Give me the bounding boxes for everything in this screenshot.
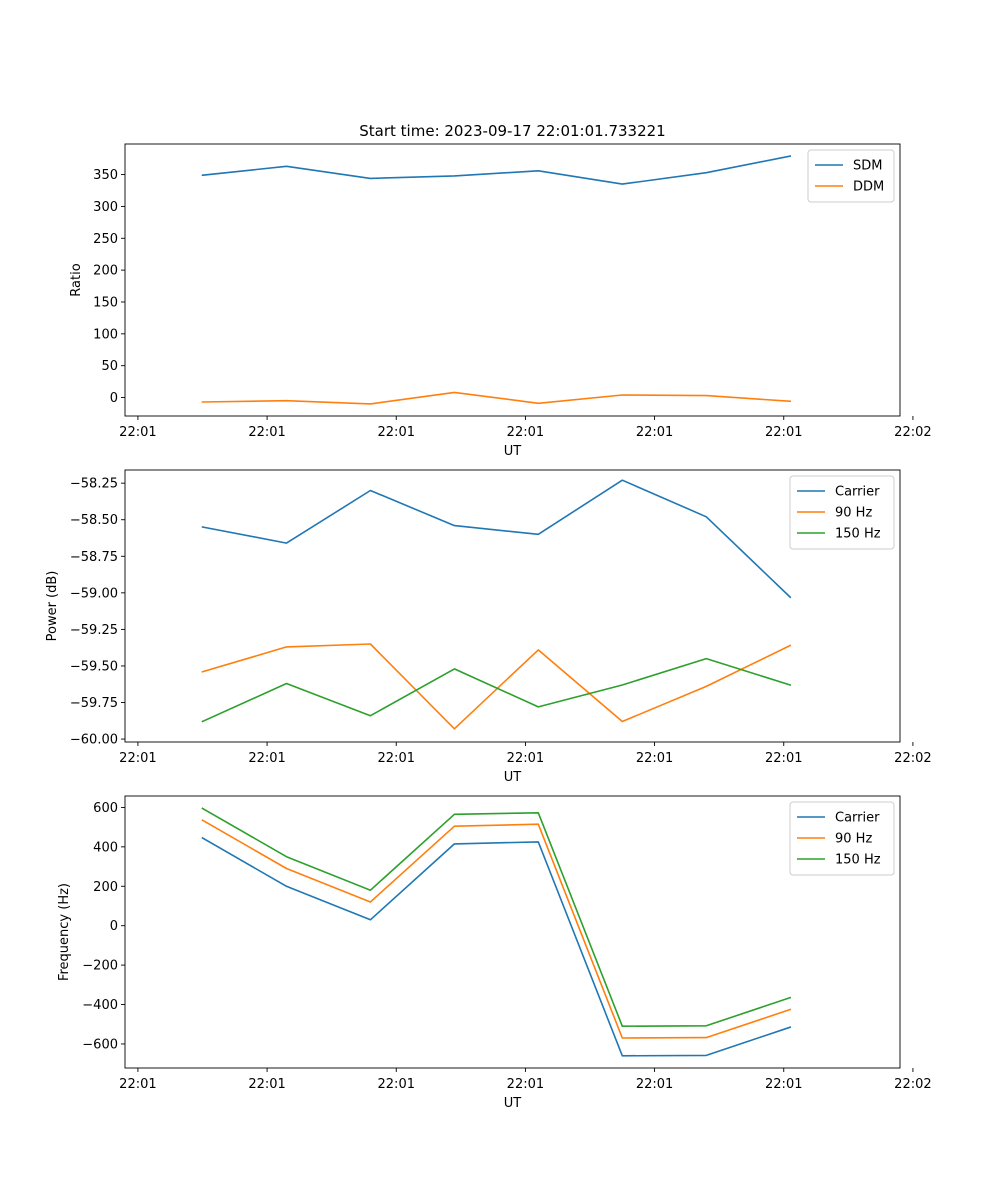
subplot-2: 22:01 22:01 22:01 22:01 22:01 22:01 22:02 −60.0…	[45, 469, 932, 785]
y-axis-label: Frequency (Hz)	[57, 883, 72, 981]
axes-frame	[124, 469, 901, 743]
y-tick-label: 50	[101, 359, 118, 374]
y-tick-label: 350	[93, 168, 118, 183]
x-tick-label: 22:01	[248, 425, 285, 440]
x-tick-label: 22:01	[636, 751, 673, 766]
legend-label: 90 Hz	[835, 506, 872, 521]
legend-box	[789, 801, 895, 876]
legend-label: SDM	[853, 159, 882, 174]
y-tick-label: −200	[82, 959, 118, 974]
y-tick-label: 200	[93, 880, 118, 895]
y-axis-label: Ratio	[69, 263, 84, 296]
y-tick-label: 250	[93, 232, 118, 247]
x-tick-label: 22:02	[894, 425, 931, 440]
x-tick-label: 22:01	[248, 1077, 285, 1092]
y-tick-label: 400	[93, 840, 118, 855]
series-line-150-hz	[201, 807, 792, 1027]
x-tick-label: 22:01	[765, 425, 802, 440]
series-line-90-hz	[201, 819, 792, 1039]
legend-label: DDM	[853, 180, 884, 195]
x-tick-label: 22:01	[636, 425, 673, 440]
y-tick-label: 0	[110, 391, 118, 406]
series-line-sdm	[201, 155, 792, 185]
legend-box	[807, 149, 895, 203]
y-tick-label: −59.75	[70, 696, 118, 711]
x-tick-label: 22:01	[378, 751, 415, 766]
x-tick-label: 22:01	[507, 751, 544, 766]
y-tick-label: −58.50	[70, 513, 118, 528]
y-tick-label: 300	[93, 200, 118, 215]
y-tick-label: 600	[93, 801, 118, 816]
x-tick-label: 22:01	[119, 751, 156, 766]
legend-label: 90 Hz	[835, 832, 872, 847]
y-tick-label: −400	[82, 998, 118, 1013]
legend: Carrier 90 Hz 150 Hz	[789, 475, 895, 550]
x-tick-label: 22:01	[248, 751, 285, 766]
y-tick-label: 100	[93, 327, 118, 342]
x-tick-label: 22:01	[765, 751, 802, 766]
x-tick-label: 22:01	[378, 425, 415, 440]
x-tick-label: 22:01	[765, 1077, 802, 1092]
legend-label: Carrier	[835, 811, 880, 826]
x-tick-label: 22:01	[119, 425, 156, 440]
subplots: 22:01 22:01 22:01 22:01 22:01 22:01 22:02 0 50 10…	[45, 143, 932, 1111]
legend-label: 150 Hz	[835, 527, 881, 542]
legend-label: Carrier	[835, 485, 880, 500]
figure-title: Start time: 2023-09-17 22:01:01.733221	[359, 122, 665, 140]
legend: SDM DDM	[807, 149, 895, 203]
x-tick-label: 22:02	[894, 751, 931, 766]
x-tick-label: 22:02	[894, 1077, 931, 1092]
y-tick-label: −59.50	[70, 659, 118, 674]
series-line-carrier	[201, 479, 792, 599]
subplot-1: 22:01 22:01 22:01 22:01 22:01 22:01 22:02 0 50 10…	[69, 143, 932, 459]
x-tick-label: 22:01	[636, 1077, 673, 1092]
legend: Carrier 90 Hz 150 Hz	[789, 801, 895, 876]
x-tick-label: 22:01	[378, 1077, 415, 1092]
x-tick-label: 22:01	[507, 1077, 544, 1092]
y-tick-label: −59.25	[70, 623, 118, 638]
x-axis-label: UT	[504, 1096, 522, 1111]
y-tick-label: −58.75	[70, 550, 118, 565]
series-line-150-hz	[201, 657, 792, 723]
y-tick-label: −58.25	[70, 477, 118, 492]
y-tick-label: −59.00	[70, 586, 118, 601]
legend-box	[789, 475, 895, 550]
y-tick-label: −600	[82, 1037, 118, 1052]
y-tick-label: −60.00	[70, 733, 118, 748]
x-tick-label: 22:01	[507, 425, 544, 440]
series-line-carrier	[201, 836, 792, 1057]
x-axis-label: UT	[504, 444, 522, 459]
x-axis-label: UT	[504, 770, 522, 785]
series-line-90-hz	[201, 643, 792, 730]
x-tick-label: 22:01	[119, 1077, 156, 1092]
series-line-ddm	[201, 391, 792, 405]
y-tick-label: 150	[93, 295, 118, 310]
axes-frame	[124, 795, 901, 1069]
y-tick-label: 200	[93, 264, 118, 279]
y-tick-label: 0	[110, 919, 118, 934]
legend-label: 150 Hz	[835, 853, 881, 868]
axes-frame	[124, 143, 901, 417]
y-axis-label: Power (dB)	[45, 571, 60, 642]
subplot-3: 22:01 22:01 22:01 22:01 22:01 22:01 22:02 −600 −…	[57, 795, 932, 1111]
